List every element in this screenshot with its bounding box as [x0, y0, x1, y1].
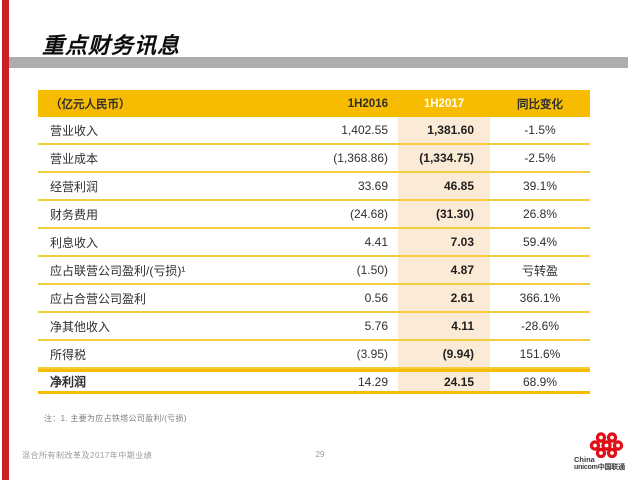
table-row: 财务费用 (24.68) (31.30) 26.8% [38, 201, 590, 229]
column-header-yoy: 同比变化 [517, 98, 563, 111]
column-header-1h2017: 1H2017 [423, 97, 465, 110]
row-label: 经营利润 [50, 179, 99, 194]
column-header-unit: （亿元人民币） [50, 98, 131, 111]
value-yoy: -2.5% [524, 151, 556, 165]
logo-text-line2: unicom中国联通 [574, 463, 625, 471]
footnote: 注：1. 主要为应占铁塔公司盈利/(亏损) [44, 414, 187, 423]
value-1h2016: 4.41 [364, 235, 388, 249]
left-accent-bar [2, 0, 9, 480]
financial-table: （亿元人民币） 1H2016 1H2017 同比变化 营业收入 1,402.55 1… [38, 90, 590, 394]
value-yoy: 366.1% [519, 291, 561, 305]
row-label: 净利润 [50, 375, 87, 389]
value-1h2017: 4.11 [398, 313, 490, 339]
value-yoy: 亏转盈 [521, 263, 558, 278]
value-1h2016: (24.68) [349, 207, 388, 221]
value-yoy: 26.8% [522, 207, 558, 221]
page-number: 29 [315, 450, 325, 459]
value-1h2017: (1,334.75) [398, 145, 490, 171]
table-row: 营业成本 (1,368.86) (1,334.75) -2.5% [38, 145, 590, 173]
row-label: 应占合营公司盈利 [50, 291, 147, 306]
row-label: 利息收入 [50, 235, 99, 250]
row-label: 净其他收入 [50, 319, 111, 334]
value-yoy: 68.9% [522, 374, 558, 389]
value-1h2016: 5.76 [364, 319, 388, 333]
value-1h2017: 1,381.60 [398, 117, 490, 143]
row-label: 应占联营公司盈利/(亏损)¹ [50, 263, 186, 278]
china-unicom-logo: China unicom中国联通 [574, 432, 638, 474]
logo-text-line1: China [574, 455, 595, 464]
row-label: 营业成本 [50, 151, 99, 166]
value-1h2017: (9.94) [398, 341, 490, 367]
value-yoy: -28.6% [520, 319, 560, 333]
value-1h2017: 7.03 [398, 229, 490, 255]
value-1h2017: 46.85 [398, 173, 490, 199]
table-row-total: 净利润 14.29 24.15 68.9% [38, 369, 590, 394]
footer-presentation-title: 混合所有制改革及2017年中期业绩 [22, 451, 153, 460]
value-1h2016: (1.50) [356, 263, 388, 277]
table-body: 营业收入 1,402.55 1,381.60 -1.5% 营业成本 (1,368.86) (… [38, 117, 590, 394]
value-1h2016: 0.56 [364, 291, 388, 305]
value-1h2017: 24.15 [398, 372, 490, 391]
table-row: 所得税 (3.95) (9.94) 151.6% [38, 341, 590, 369]
title-underline-bar [9, 57, 628, 68]
value-1h2017: (31.30) [398, 201, 490, 227]
value-yoy: 39.1% [522, 179, 558, 193]
logo-text: China unicom中国联通 [574, 456, 625, 471]
value-1h2016: 14.29 [357, 374, 388, 389]
column-header-1h2016: 1H2016 [347, 97, 388, 110]
table-row: 应占联营公司盈利/(亏损)¹ (1.50) 4.87 亏转盈 [38, 257, 590, 285]
value-1h2016: (1,368.86) [333, 151, 388, 165]
value-1h2016: 33.69 [357, 179, 388, 193]
table-header-row: （亿元人民币） 1H2016 1H2017 同比变化 [38, 90, 590, 117]
row-label: 财务费用 [50, 207, 99, 222]
table-row: 营业收入 1,402.55 1,381.60 -1.5% [38, 117, 590, 145]
value-yoy: -1.5% [524, 123, 556, 137]
table-row: 应占合营公司盈利 0.56 2.61 366.1% [38, 285, 590, 313]
table-row: 利息收入 4.41 7.03 59.4% [38, 229, 590, 257]
row-label: 营业收入 [50, 123, 99, 138]
value-1h2016: 1,402.55 [341, 123, 388, 137]
unicom-knot-icon [589, 432, 624, 458]
value-1h2016: (3.95) [356, 347, 388, 361]
value-1h2017: 2.61 [398, 285, 490, 311]
value-1h2017: 4.87 [398, 257, 490, 283]
table-row: 经营利润 33.69 46.85 39.1% [38, 173, 590, 201]
value-yoy: 59.4% [522, 235, 558, 249]
page-title: 重点财务讯息 [42, 33, 181, 58]
row-label: 所得税 [50, 347, 87, 362]
value-yoy: 151.6% [519, 347, 561, 361]
table-row: 净其他收入 5.76 4.11 -28.6% [38, 313, 590, 341]
